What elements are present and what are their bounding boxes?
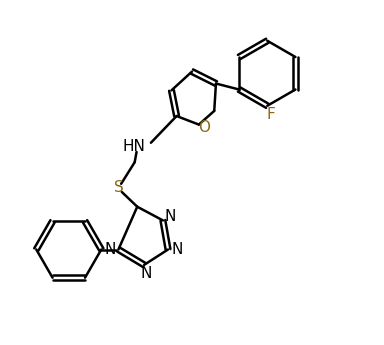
- Text: N: N: [104, 242, 116, 257]
- Text: F: F: [266, 107, 275, 122]
- Text: N: N: [165, 209, 176, 225]
- Text: S: S: [114, 180, 123, 195]
- Text: HN: HN: [122, 139, 145, 154]
- Text: N: N: [140, 266, 151, 281]
- Text: O: O: [198, 120, 210, 135]
- Text: N: N: [172, 242, 183, 257]
